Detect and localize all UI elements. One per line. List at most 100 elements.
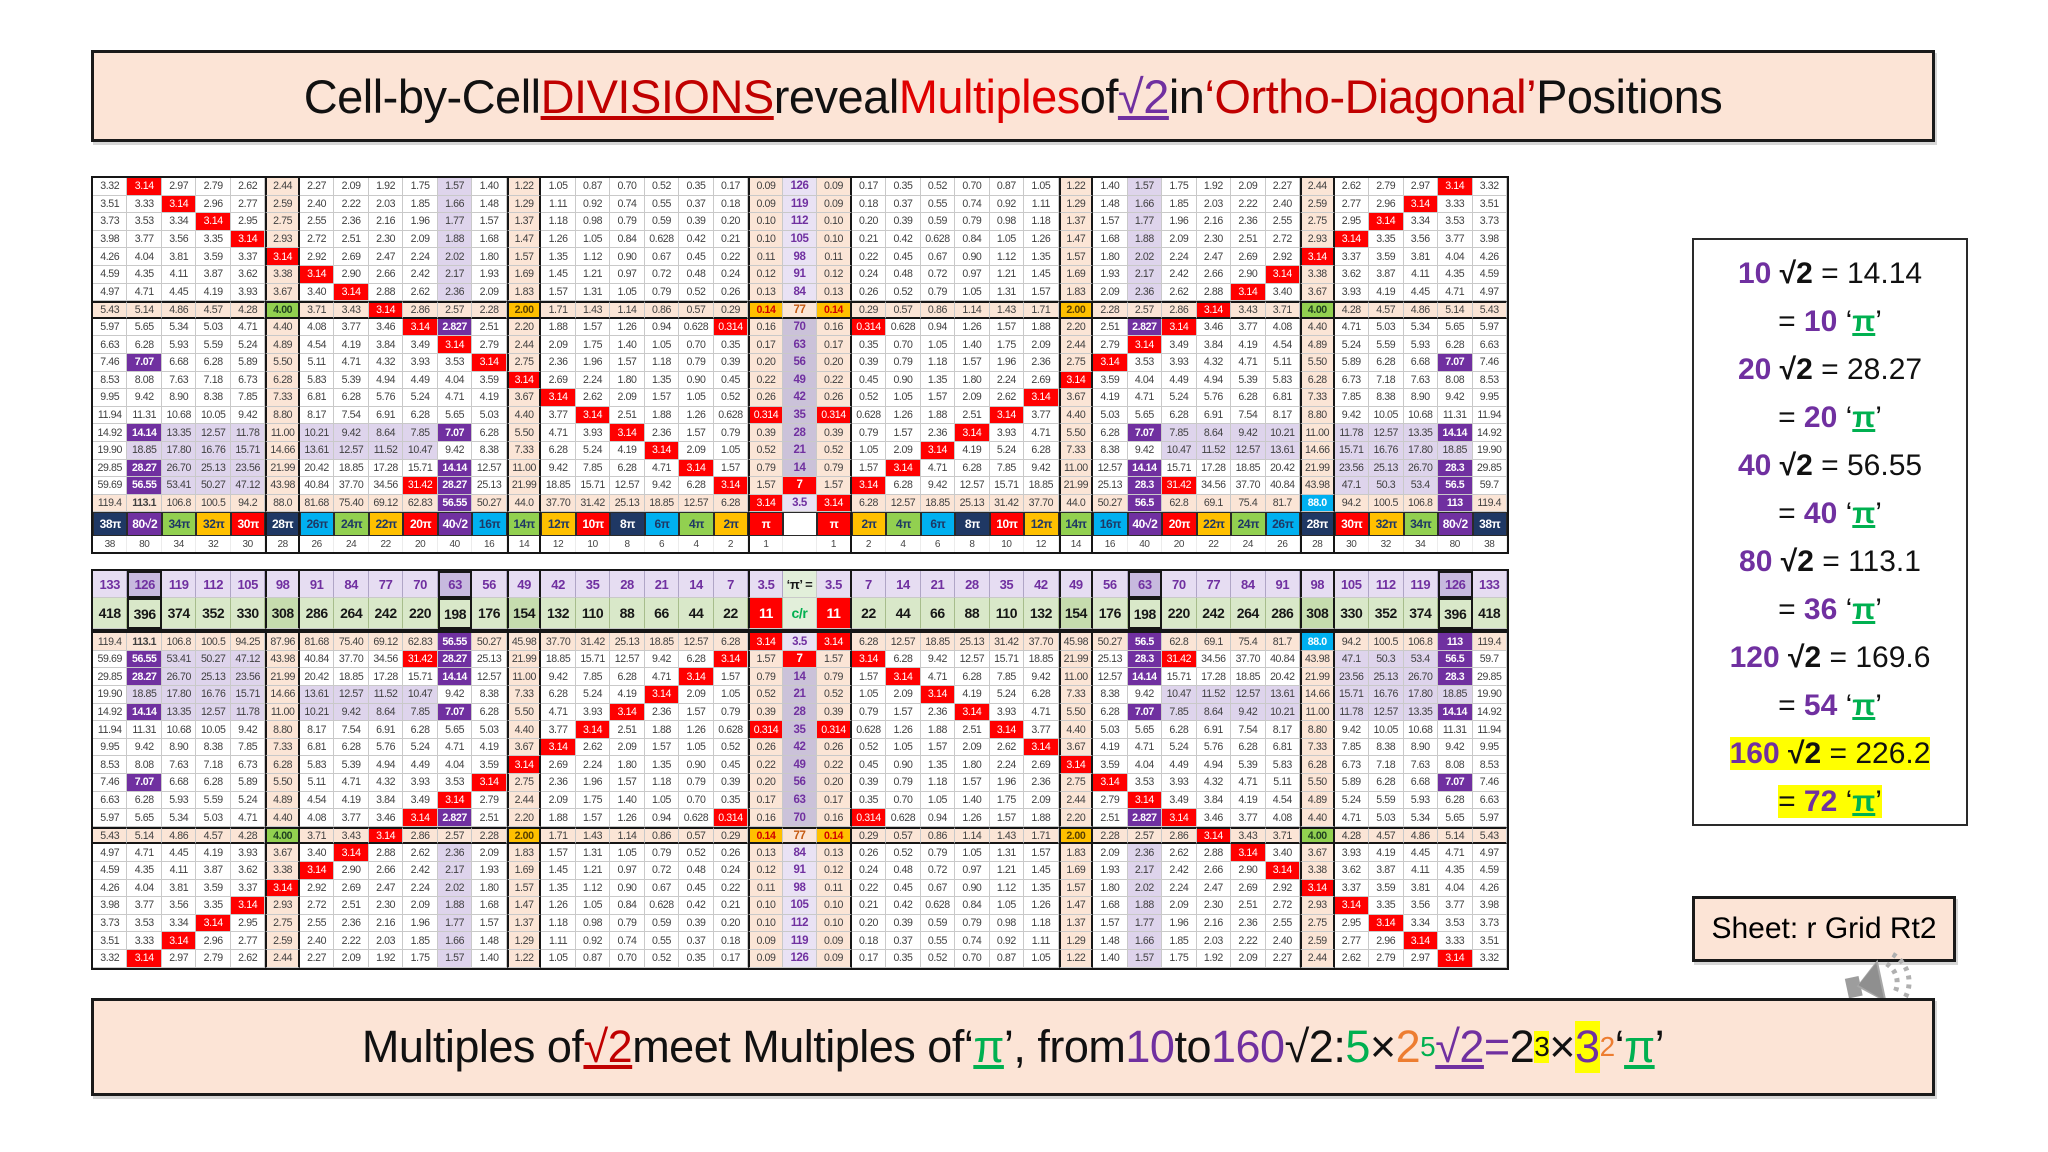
grid-cell: 0.86 xyxy=(920,301,956,319)
column-label-10pi: 10π xyxy=(575,512,611,537)
grid-cell: 6.28 xyxy=(472,424,507,442)
grid-cell: 3.77 xyxy=(1438,897,1473,915)
grid-cell: 19.90 xyxy=(93,441,128,460)
radius-header-cell: 84 xyxy=(1231,571,1266,599)
grid-cell: 25.13 xyxy=(610,494,645,513)
grid-cell: 3.14 xyxy=(748,633,783,651)
banner-seg-3: ‘ xyxy=(963,1021,974,1072)
grid-cell: 5.34 xyxy=(161,809,197,827)
grid-cell: 2.42 xyxy=(403,265,438,284)
grid-cell: 11.94 xyxy=(93,406,128,425)
grid-cell: 2.79 xyxy=(472,791,507,810)
grid-cell: 100.5 xyxy=(1369,633,1404,651)
grid-cell: 6.91 xyxy=(368,406,404,425)
grid-cell: 11.00 xyxy=(506,459,542,478)
grid-cell: 0.52 xyxy=(748,441,783,460)
grid-cell: 1.93 xyxy=(1093,265,1128,284)
grid-cell: 10.05 xyxy=(1369,721,1404,739)
radius-header-cell: 119 xyxy=(161,571,197,599)
grid-cell: 7.07 xyxy=(437,424,473,442)
grid-cell: 0.57 xyxy=(886,826,921,845)
column-number: 38 xyxy=(93,536,128,553)
grid-cell: 25.13 xyxy=(1093,477,1128,495)
grid-cell: 0.59 xyxy=(920,213,956,231)
grid-cell: 0.74 xyxy=(955,195,990,214)
grid-cell: 1.57 xyxy=(1058,879,1094,898)
grid-cell: 3.49 xyxy=(403,336,438,354)
grid-cell: 1.35 xyxy=(644,756,680,775)
center-radius-cell: 28 xyxy=(782,703,818,722)
grid-cell: 13.61 xyxy=(1265,441,1301,460)
grid-cell: 5.03 xyxy=(196,318,231,337)
column-label-24pi: 24π xyxy=(334,512,369,537)
banner-seg-11: × xyxy=(1369,1021,1396,1072)
grid-cell: 1.80 xyxy=(955,756,990,775)
grid-cell: 1.47 xyxy=(506,230,542,249)
grid-cell: 0.79 xyxy=(610,914,645,933)
radius-header-cell: 63 xyxy=(1127,571,1163,599)
grid-cell: 1.35 xyxy=(644,371,680,390)
value-row-r126: 3.32 3.14 2.97 2.79 2.62 2.44 2.27 2.09 1.92 1.75… xyxy=(93,949,1507,968)
grid-cell: 0.10 xyxy=(748,914,783,933)
grid-cell: 0.17 xyxy=(817,336,852,354)
grid-cell: 4.26 xyxy=(93,248,128,266)
grid-cell: 0.70 xyxy=(955,949,990,968)
radius-header-cell: 42 xyxy=(541,571,576,599)
grid-cell: 0.42 xyxy=(679,897,714,915)
grid-cell: 94.2 xyxy=(1334,494,1370,513)
grid-cell: 21.99 xyxy=(506,650,542,669)
grid-cell: 0.39 xyxy=(817,703,852,722)
grid-cell: 29.85 xyxy=(1472,668,1507,687)
grid-cell: 3.67 xyxy=(1058,738,1094,757)
grid-cell: 9.42 xyxy=(1334,406,1370,425)
circumference-header-cell: 22 xyxy=(851,598,887,630)
grid-cell: 1.85 xyxy=(1162,195,1197,214)
grid-cell: 1.18 xyxy=(541,213,576,231)
panel-eq-20-pi: = 20 ‘π’ xyxy=(1778,401,1882,434)
grid-cell: 5.89 xyxy=(230,353,266,372)
grid-cell: 0.79 xyxy=(851,703,887,722)
center-radius-cell: 49 xyxy=(782,371,818,390)
grid-cell: 43.98 xyxy=(1300,477,1335,495)
grid-cell: 3.84 xyxy=(1196,791,1232,810)
grid-cell: 0.628 xyxy=(713,406,749,425)
grid-cell: 3.14 xyxy=(161,932,197,950)
grid-cell: 14.14 xyxy=(127,703,162,722)
center-radius-cell: 28 xyxy=(782,424,818,442)
grid-cell: 9.42 xyxy=(230,721,266,739)
grid-cell: 4.19 xyxy=(1231,336,1266,354)
grid-cell: 1.71 xyxy=(541,301,576,319)
grid-cell: 8.80 xyxy=(265,406,300,425)
radius-header-cell: 77 xyxy=(368,571,404,599)
grid-cell: 3.14 xyxy=(610,703,645,722)
grid-cell: 4.94 xyxy=(1196,756,1232,775)
grid-cell: 17.28 xyxy=(368,668,404,687)
grid-cell: 9.42 xyxy=(1024,668,1059,687)
grid-cell: 0.86 xyxy=(920,826,956,845)
speaker-icon[interactable] xyxy=(1838,948,1922,1014)
grid-cell: 4.19 xyxy=(1231,791,1266,810)
grid-cell: 1.92 xyxy=(368,949,404,968)
grid-cell: 2.59 xyxy=(265,932,300,950)
grid-cell: 5.24 xyxy=(1334,791,1370,810)
grid-cell: 3.73 xyxy=(93,213,128,231)
column-label-12pi: 12π xyxy=(1024,512,1059,537)
grid-cell: 4.35 xyxy=(127,265,162,284)
grid-cell: 2.88 xyxy=(368,283,404,302)
grid-cell: 21.99 xyxy=(1058,650,1094,669)
grid-cell: 25.13 xyxy=(196,459,231,478)
circumference-header-cell: 110 xyxy=(575,598,611,630)
grid-cell: 3.93 xyxy=(575,424,611,442)
grid-cell: 5.65 xyxy=(1438,318,1473,337)
grid-cell: 1.31 xyxy=(989,283,1025,302)
circumference-header-cell: 286 xyxy=(299,598,335,630)
grid-cell: 9.42 xyxy=(230,406,266,425)
radius-header-cell: 126 xyxy=(127,571,162,599)
grid-cell: 2.36 xyxy=(920,703,956,722)
grid-cell: 3.14 xyxy=(368,301,404,319)
sheet-label-text: Sheet: r Grid Rt2 xyxy=(1711,912,1937,945)
circumference-header-cell: 264 xyxy=(1231,598,1266,630)
circumference-header-cell: 220 xyxy=(1162,598,1197,630)
center-radius-cell: 119 xyxy=(782,195,818,214)
grid-cell: 0.17 xyxy=(713,949,749,968)
